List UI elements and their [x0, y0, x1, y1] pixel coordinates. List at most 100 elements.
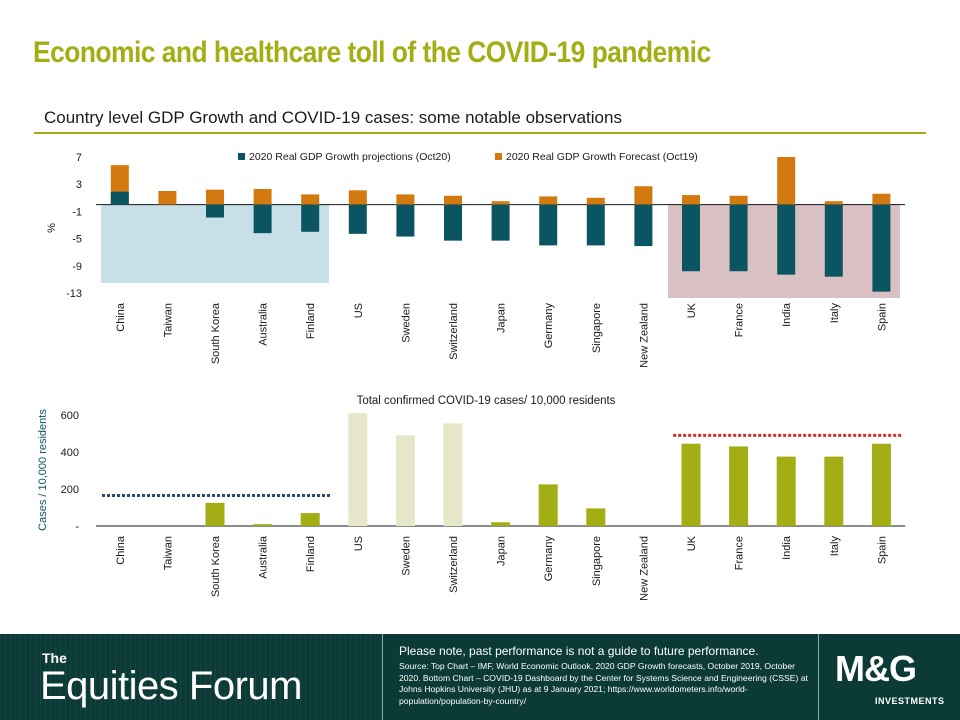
bar-cases-switzerland [443, 423, 463, 526]
x-tick-label: Spain [876, 303, 888, 331]
bar-cases-finland [300, 513, 320, 526]
bar-oct19-finland [301, 194, 320, 205]
brand-the: The [42, 650, 67, 666]
bar-oct19-japan [491, 201, 510, 205]
x-tick-label: Taiwan [162, 303, 174, 337]
legend-label-1: 2020 Real GDP Growth projections (Oct20) [249, 151, 451, 163]
bar-oct19-france [729, 195, 748, 205]
x-tick-label: Sweden [400, 536, 412, 576]
legend-swatch-1 [238, 153, 245, 160]
bar-oct19-new-zealand [634, 186, 653, 205]
y-tick-label: 7 [76, 152, 82, 164]
bar-cases-singapore [586, 508, 606, 526]
x-tick-label: India [781, 535, 793, 560]
y-axis-label: Cases / 10,000 residents [37, 409, 49, 531]
mg-logo: M&G INVESTMENTS [818, 634, 960, 720]
bar-oct20-spain [872, 204, 891, 292]
bar-oct20-uk [682, 204, 700, 272]
y-tick-label: 400 [61, 447, 79, 459]
x-tick-label: New Zealand [638, 303, 650, 368]
y-tick-label: -1 [72, 206, 82, 218]
x-tick-label: US [353, 303, 365, 318]
bar-oct20-france [729, 204, 748, 272]
bar-cases-uk [681, 443, 701, 526]
chart-title: Total confirmed COVID-19 cases/ 10,000 r… [357, 395, 616, 407]
x-tick-label: UK [686, 302, 698, 318]
bar-oct20-japan [491, 204, 510, 241]
source-note: Source: Top Chart – IMF, World Economic … [399, 661, 808, 706]
y-tick-label: 3 [76, 179, 82, 191]
x-tick-label: France [734, 303, 746, 337]
mg-logo-text: M&G [835, 648, 917, 689]
x-tick-label: UK [686, 535, 698, 551]
bar-oct19-germany [539, 196, 558, 205]
bar-cases-australia [253, 524, 273, 526]
bar-oct19-us [348, 190, 367, 205]
x-tick-label: South Korea [210, 535, 222, 597]
y-tick-label: - [75, 521, 79, 533]
x-tick-label: Italy [829, 303, 841, 324]
x-tick-label: Switzerland [448, 536, 460, 593]
slide-title: Economic and healthcare toll of the COVI… [33, 36, 711, 69]
x-tick-label: Germany [543, 303, 555, 349]
y-tick-label: -9 [72, 261, 82, 273]
bar-cases-japan [491, 522, 511, 526]
covid-cases-chart: Total confirmed COVID-19 cases/ 10,000 r… [37, 395, 906, 601]
bar-oct20-new-zealand [634, 204, 653, 247]
x-tick-label: Switzerland [448, 303, 460, 360]
x-tick-label: Australia [258, 535, 270, 579]
x-tick-label: India [781, 302, 793, 327]
bar-oct20-germany [539, 204, 558, 246]
footer-notes: Please note, past performance is not a g… [382, 634, 819, 720]
x-tick-label: South Korea [210, 302, 222, 364]
legend-swatch-2 [495, 153, 502, 160]
x-tick-label: Italy [829, 536, 841, 557]
bar-oct19-uk [682, 195, 700, 205]
x-tick-label: Finland [305, 303, 317, 339]
x-tick-label: Japan [496, 536, 508, 566]
y-tick-label: -5 [72, 234, 82, 246]
bar-oct19-spain [872, 193, 891, 205]
x-tick-label: China [115, 535, 127, 565]
bar-cases-us [348, 413, 368, 526]
brand-equities-forum: Equities Forum [40, 664, 302, 708]
bar-oct20-australia [253, 204, 272, 234]
y-axis-label: % [46, 223, 58, 233]
footer: The Equities Forum Please note, past per… [0, 634, 960, 720]
x-tick-label: Japan [496, 303, 508, 333]
bar-oct20-switzerland [444, 204, 462, 241]
bar-cases-south-korea [205, 502, 225, 526]
x-tick-label: Germany [543, 536, 555, 582]
mg-logo-subtext: INVESTMENTS [875, 696, 945, 706]
bar-oct20-italy [824, 204, 843, 277]
gdp-growth-chart: 7 3 -1 -5 -9 -13% 2020 Real GDP Growth project… [46, 151, 906, 368]
x-tick-label: Singapore [591, 303, 603, 353]
x-tick-label: France [734, 536, 746, 570]
x-tick-label: Taiwan [162, 536, 174, 570]
x-tick-label: Australia [258, 302, 270, 346]
x-tick-label: China [115, 302, 127, 332]
bar-oct20-india [777, 204, 796, 275]
bar-oct19-switzerland [444, 195, 462, 205]
bar-oct20-south-korea [206, 204, 224, 218]
bar-oct19-india [777, 157, 796, 205]
bar-oct19-singapore [586, 197, 605, 205]
y-tick-label: 600 [61, 410, 79, 422]
bar-oct20-singapore [586, 204, 605, 246]
x-tick-label: New Zealand [638, 536, 650, 601]
bar-cases-india [776, 456, 796, 526]
bar-cases-france [729, 446, 749, 526]
y-tick-label: 200 [61, 484, 79, 496]
title-rule [34, 132, 926, 134]
bar-oct19-taiwan [158, 191, 177, 205]
bar-oct19-italy [824, 201, 843, 205]
bar-oct19-sweden [396, 194, 415, 205]
bar-oct20-finland [301, 204, 320, 232]
bar-oct20-china [110, 191, 129, 205]
slide-subtitle: Country level GDP Growth and COVID-19 ca… [44, 108, 622, 127]
bar-cases-italy [824, 456, 844, 526]
x-tick-label: Sweden [400, 303, 412, 343]
bar-cases-germany [538, 484, 558, 526]
bar-oct20-sweden [396, 204, 415, 237]
x-tick-label: Singapore [591, 536, 603, 586]
